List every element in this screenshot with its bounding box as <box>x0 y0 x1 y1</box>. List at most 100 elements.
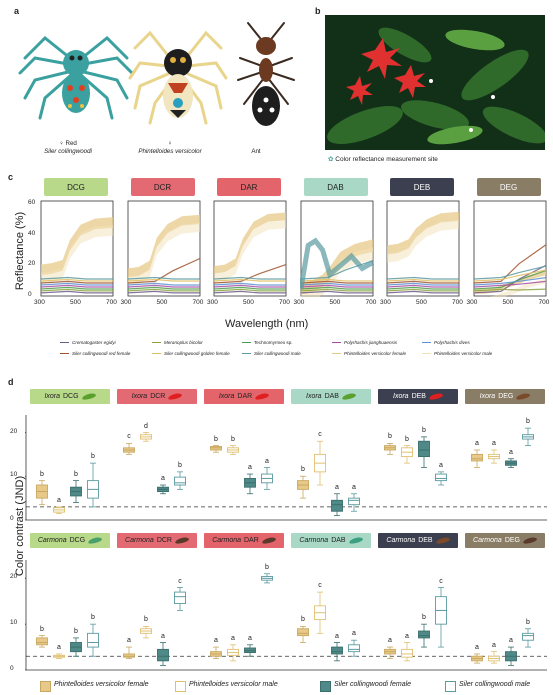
significance-letter: a <box>127 637 131 645</box>
reflectance-line <box>386 280 459 284</box>
reflectance-line <box>213 290 286 294</box>
reflectance-line <box>213 288 286 292</box>
ytick-label: 20 <box>28 260 36 268</box>
genus-label: Carmona <box>212 537 241 544</box>
reflectance-line <box>473 269 546 282</box>
box <box>401 642 413 662</box>
significance-letter: a <box>231 634 235 642</box>
xtick-label: 700 <box>365 299 377 306</box>
legend-swatch <box>152 342 161 344</box>
ytick-label: 10 <box>10 619 18 627</box>
legend-label: Siler collingwoodi golden female <box>164 351 230 356</box>
significance-letter: b <box>231 435 235 443</box>
legend-label: Phintelloides versicolor female <box>344 351 407 356</box>
significance-letter: a <box>475 643 479 651</box>
reflectance-band <box>41 217 113 276</box>
condition-code: DAB <box>324 393 339 400</box>
reflectance-line <box>473 244 546 284</box>
significance-letter: b <box>91 614 95 622</box>
significance-letter: b <box>301 466 305 474</box>
ytick-label: 20 <box>10 573 18 581</box>
significance-letter: b <box>214 435 218 443</box>
reflectance-line <box>127 278 200 282</box>
ytick-label: 60 <box>28 199 36 207</box>
reflectance-line <box>127 288 200 292</box>
legend-swatch <box>445 681 456 692</box>
legend-swatch <box>40 681 51 692</box>
legend-entry: Meranoplus bicolor <box>152 340 244 345</box>
reflectance-line <box>386 278 459 282</box>
significance-letter: a <box>509 448 513 456</box>
reflectance-line <box>213 284 286 288</box>
significance-letter: b <box>526 418 530 426</box>
reflectance-subplot <box>473 200 546 297</box>
significance-letter: a <box>352 483 356 491</box>
significance-letter: c <box>439 577 443 585</box>
ant-illustration <box>237 22 295 126</box>
reflectance-band <box>214 212 286 274</box>
species-caption-3: Ant <box>236 148 276 156</box>
leaf-icon <box>428 392 444 401</box>
reflectance-line <box>127 284 200 288</box>
xtick-label: 700 <box>279 299 290 306</box>
reflectance-subplot <box>386 200 460 297</box>
significance-letter: a <box>248 634 252 642</box>
genus-label: Carmona <box>125 537 154 544</box>
box <box>505 646 517 666</box>
legend-entry: Crematogaster egidyi <box>60 340 152 345</box>
condition-header: Carmona DAR <box>204 533 284 548</box>
reflectance-line <box>40 288 113 292</box>
ytick-label: 40 <box>28 229 36 237</box>
genus-label: Ixora <box>306 393 322 400</box>
xtick-label: 300 <box>120 299 132 306</box>
reflectance-line <box>127 290 200 294</box>
box <box>261 573 273 584</box>
ytick-label: 0 <box>10 515 14 522</box>
significance-letter: b <box>40 470 44 478</box>
xtick-label: 300 <box>34 299 45 306</box>
reflectance-line <box>386 288 459 292</box>
xtick-label: 300 <box>293 299 305 306</box>
leaf-icon <box>81 392 96 401</box>
reflectance-line <box>386 286 459 290</box>
condition-code: DEG <box>498 393 514 400</box>
xtick-label: 700 <box>538 299 550 306</box>
reflectance-line <box>386 282 459 286</box>
field-photo <box>325 15 545 150</box>
box <box>70 480 82 503</box>
legend-swatch <box>60 353 69 355</box>
box <box>70 637 82 657</box>
reflectance-line <box>300 286 373 290</box>
xtick-label: 300 <box>207 299 218 306</box>
reflectance-line <box>300 284 373 288</box>
panel-c-header: DEB <box>390 178 454 196</box>
legend-entry: Phintelloides versicolor male <box>422 351 514 356</box>
condition-header: Carmona DAB <box>291 533 371 548</box>
condition-header: Carmona DEB <box>378 533 458 548</box>
significance-letter: a <box>439 461 443 469</box>
condition-code: DAR <box>244 537 259 544</box>
genus-label: Ixora <box>393 393 409 400</box>
xtick-label: 500 <box>243 299 254 306</box>
condition-header: Ixora DCG <box>30 389 110 404</box>
box <box>384 443 396 455</box>
box <box>244 644 256 657</box>
condition-code: DCR <box>156 537 172 544</box>
box <box>505 458 517 468</box>
legend-label: Siler collingwoodi male <box>459 681 531 688</box>
box <box>331 493 343 517</box>
significance-letter: b <box>422 614 426 622</box>
panel-c-header: DCR <box>130 178 195 196</box>
legend-swatch <box>332 342 341 344</box>
photo-legend: ✿ Color reflectance measurement site <box>328 155 438 163</box>
leaf-icon <box>261 536 277 545</box>
species-name: Siler collingwoodi <box>44 147 92 155</box>
legend-label: Phintelloides versicolor male <box>434 351 493 356</box>
genus-label: Carmona <box>37 537 67 544</box>
phintelloides-versicolor-illustration <box>128 30 228 125</box>
box <box>401 445 413 464</box>
significance-letter: a <box>57 643 61 651</box>
box <box>471 449 483 468</box>
legend-swatch <box>332 353 341 355</box>
boxplot-area <box>25 560 547 671</box>
